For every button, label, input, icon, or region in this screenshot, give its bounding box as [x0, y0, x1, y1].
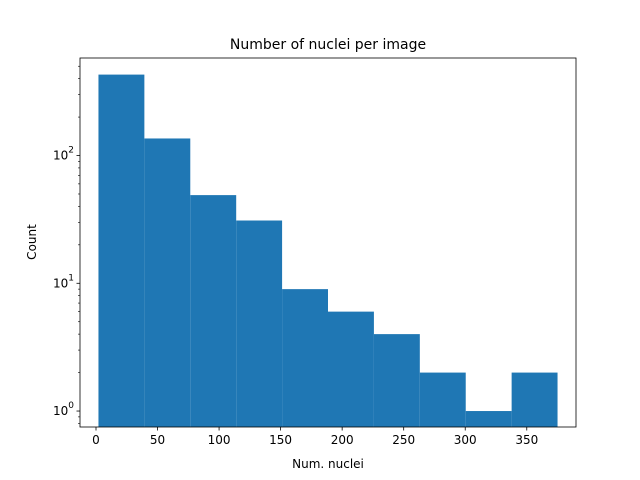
y-axis-ticks: 100 101 102 [53, 65, 80, 424]
x-tick-label-5: 250 [392, 433, 415, 447]
histogram-bar-3 [236, 220, 283, 427]
y-tick-label-1: 101 [53, 273, 74, 290]
histogram-bar-5 [328, 311, 374, 427]
x-tick-label-1: 50 [150, 433, 165, 447]
histogram-bar-6 [373, 334, 420, 427]
x-axis-label: Num. nuclei [292, 457, 364, 471]
y-tick-label-0: 100 [53, 401, 74, 418]
histogram-bar-0 [98, 74, 145, 427]
histogram-bar-4 [282, 289, 328, 427]
histogram-bar-1 [144, 138, 191, 427]
bars-group [98, 74, 558, 427]
histogram-bar-7 [419, 372, 466, 427]
x-tick-label-6: 300 [454, 433, 477, 447]
plot-frame [79, 57, 577, 428]
y-tick-label-2: 102 [53, 146, 74, 163]
y-axis-label: Count [25, 224, 39, 260]
x-tick-label-3: 150 [269, 433, 292, 447]
histogram-bar-9 [511, 372, 558, 427]
chart-title: Number of nuclei per image [230, 37, 426, 53]
x-tick-label-4: 200 [331, 433, 354, 447]
x-axis-ticks: 0 50 100 150 200 250 300 350 [92, 427, 538, 447]
histogram-bar-8 [465, 411, 512, 427]
x-tick-label-0: 0 [92, 433, 100, 447]
x-tick-label-2: 100 [208, 433, 231, 447]
x-tick-label-7: 350 [515, 433, 538, 447]
histogram-bar-2 [190, 195, 237, 427]
